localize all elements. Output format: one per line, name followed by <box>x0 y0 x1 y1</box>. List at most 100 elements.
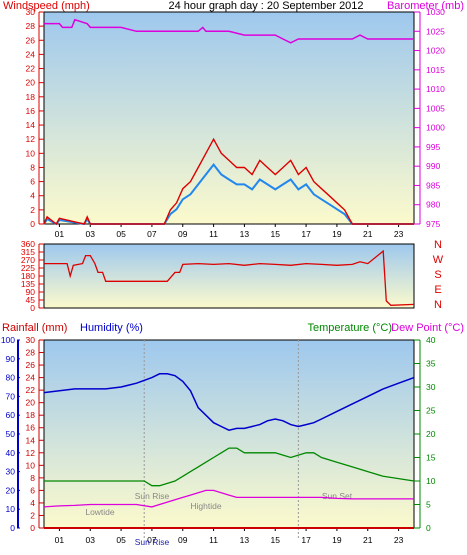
hour-tick-label: 07 <box>147 535 157 545</box>
hour-tick-label: 19 <box>332 229 342 239</box>
wind-direction-line <box>44 249 415 306</box>
hour-tick-label: 11 <box>209 229 218 239</box>
humidity-tick-label: 60 <box>6 410 16 420</box>
temperature-tick-label: 40 <box>426 335 436 345</box>
rainfall-tick-label: 16 <box>26 423 36 433</box>
hour-tick-label: 17 <box>301 535 311 545</box>
direction-tick-label: 225 <box>21 263 35 273</box>
hour-tick-label: 07 <box>147 229 157 239</box>
rainfall-tick-label: 22 <box>26 385 36 395</box>
temperature-tick-label: 35 <box>426 359 436 369</box>
rainfall-tick-label: 4 <box>30 498 35 508</box>
baro-tick-label: 1020 <box>426 46 445 56</box>
humidity-tick-label: 100 <box>1 335 15 345</box>
temperature-tick-label: 10 <box>426 476 436 486</box>
humidity-tick-label: 20 <box>6 485 16 495</box>
wind-tick-label: 18 <box>26 92 36 102</box>
wind-tick-label: 30 <box>26 7 36 17</box>
wind-tick-label: 4 <box>30 191 35 201</box>
rainfall-tick-label: 6 <box>30 485 35 495</box>
hour-tick-label: 21 <box>363 535 373 545</box>
rainfall-tick-label: 20 <box>26 398 36 408</box>
humidity-tick-label: 0 <box>10 523 15 533</box>
dewpoint-axis-label: Dew Point (°C) <box>391 322 464 334</box>
temperature-tick-label: 20 <box>426 429 436 439</box>
baro-tick-label: 1015 <box>426 65 445 75</box>
compass-label: E <box>434 284 441 296</box>
wind-tick-label: 12 <box>26 134 36 144</box>
rainfall-axis-label: Rainfall (mm) <box>2 322 67 334</box>
rainfall-tick-label: 18 <box>26 410 36 420</box>
wind-tick-label: 22 <box>26 64 36 74</box>
humidity-tick-label: 30 <box>6 467 16 477</box>
baro-tick-label: 1025 <box>426 26 445 36</box>
rainfall-tick-label: 26 <box>26 360 36 370</box>
hightide-annotation: Hightide <box>190 501 221 511</box>
temperature-tick-label: 15 <box>426 453 436 463</box>
barometer-line <box>44 18 414 44</box>
rainfall-tick-label: 14 <box>26 435 36 445</box>
direction-tick-label: 360 <box>21 239 35 249</box>
temperature-axis-label: Temperature (°C) <box>308 322 392 334</box>
temperature-humidity-chart: Rainfall (mm) Humidity (%) Temperature (°C… <box>1 322 464 547</box>
compass-label: S <box>434 269 441 281</box>
hour-tick-label: 23 <box>394 229 404 239</box>
compass-label: W <box>433 254 444 266</box>
hour-tick-label: 21 <box>363 229 373 239</box>
direction-tick-label: 0 <box>30 303 35 313</box>
compass-label: N <box>434 299 442 311</box>
sunrise-annotation: Sun Rise <box>135 491 170 501</box>
hour-tick-label: 15 <box>271 229 281 239</box>
temperature-tick-label: 25 <box>426 406 436 416</box>
hour-tick-label: 17 <box>301 229 311 239</box>
rainfall-tick-label: 24 <box>26 373 36 383</box>
baro-tick-label: 1000 <box>426 123 445 133</box>
baro-tick-label: 990 <box>426 161 440 171</box>
hour-tick-label: 09 <box>178 535 188 545</box>
hour-tick-label: 05 <box>116 535 126 545</box>
wind-tick-label: 0 <box>30 219 35 229</box>
direction-tick-label: 180 <box>21 271 35 281</box>
temperature-line <box>44 447 415 487</box>
wind-tick-label: 28 <box>26 21 36 31</box>
plot-area-temperature <box>43 339 415 529</box>
chart-title: 24 hour graph day : 20 September 2012 <box>168 0 363 12</box>
temperature-tick-label: 0 <box>426 523 431 533</box>
hour-tick-label: 11 <box>209 535 218 545</box>
baro-axis-label: Barometer (mb) <box>387 0 464 12</box>
hour-tick-label: 09 <box>178 229 188 239</box>
humidity-tick-label: 70 <box>6 391 16 401</box>
wind-tick-label: 26 <box>26 35 36 45</box>
wind-tick-label: 14 <box>26 120 36 130</box>
hour-tick-label: 23 <box>394 535 404 545</box>
wind-barometer-chart: Windspeed (mph) 24 hour graph day : 20 Se… <box>3 0 464 239</box>
humidity-axis-label: Humidity (%) <box>80 322 143 334</box>
baro-tick-label: 985 <box>426 180 440 190</box>
direction-tick-label: 315 <box>21 247 35 257</box>
humidity-tick-label: 50 <box>6 429 16 439</box>
wind-tick-label: 16 <box>26 106 36 116</box>
rainfall-tick-label: 10 <box>26 460 36 470</box>
rainfall-tick-label: 0 <box>30 523 35 533</box>
direction-tick-label: 90 <box>26 287 36 297</box>
plot-area-wind <box>43 11 415 225</box>
sunrise-bottom-label: Sun Rise <box>135 537 170 547</box>
humidity-tick-label: 90 <box>6 354 16 364</box>
plot-area-direction <box>43 243 415 309</box>
rainfall-tick-label: 28 <box>26 348 36 358</box>
baro-tick-label: 1030 <box>426 7 445 17</box>
hour-tick-label: 03 <box>86 229 96 239</box>
wind-axis-label: Windspeed (mph) <box>3 0 90 12</box>
rainfall-tick-label: 2 <box>30 510 35 520</box>
hour-tick-label: 19 <box>332 535 342 545</box>
compass-label: N <box>434 239 442 251</box>
humidity-tick-label: 40 <box>6 448 16 458</box>
windspeed-line <box>43 137 414 226</box>
baro-tick-label: 980 <box>426 200 440 210</box>
humidity-line <box>43 373 415 431</box>
direction-tick-label: 135 <box>21 279 35 289</box>
hour-tick-label: 13 <box>240 535 250 545</box>
humidity-tick-label: 80 <box>6 373 16 383</box>
